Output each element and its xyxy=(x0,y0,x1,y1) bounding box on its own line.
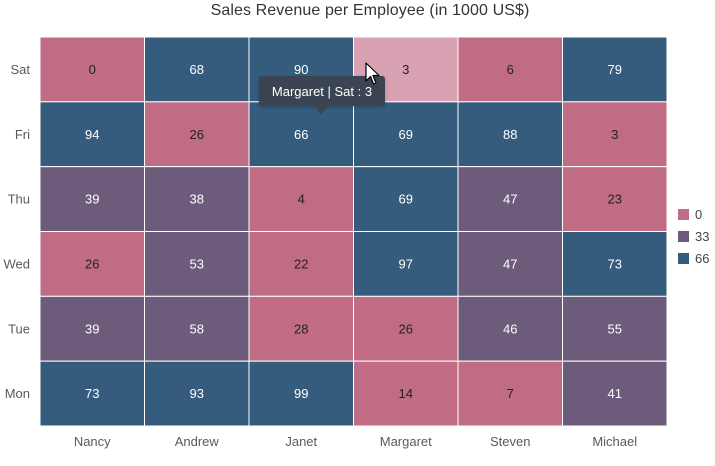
y-tick-label-fri: Fri xyxy=(15,127,30,142)
cell-value-label: 69 xyxy=(399,192,413,207)
legend-item-0[interactable]: 0 xyxy=(678,203,709,225)
heatmap-cell-mon-andrew[interactable] xyxy=(144,360,250,427)
legend-label-1: 33 xyxy=(695,228,710,244)
cell-value-label: 99 xyxy=(294,386,308,401)
cell-value-label: 39 xyxy=(85,192,99,207)
cell-value-label: 97 xyxy=(399,256,413,271)
cell-value-label: 55 xyxy=(608,321,622,336)
cell-value-label: 26 xyxy=(85,256,99,271)
cell-value-label: 26 xyxy=(399,321,413,336)
heatmap-cell-mon-steven[interactable] xyxy=(457,360,563,427)
x-tick-label-nancy: Nancy xyxy=(74,434,111,449)
heatmap-cell-mon-nancy[interactable] xyxy=(39,360,145,427)
tooltip: Margaret | Sat : 3 xyxy=(259,76,385,106)
heatmap-cell-wed-michael[interactable] xyxy=(562,231,668,297)
cell-value-label: 69 xyxy=(399,127,413,142)
heatmap-cell-fri-andrew[interactable] xyxy=(144,101,250,168)
heatmap-cell-fri-janet[interactable] xyxy=(248,101,354,168)
x-tick-label-janet: Janet xyxy=(285,434,317,449)
heatmap-cell-wed-nancy[interactable] xyxy=(39,231,145,297)
heatmap-cell-thu-janet[interactable] xyxy=(248,166,354,233)
legend-swatch-0 xyxy=(678,208,689,220)
heatmap-cell-sat-steven[interactable] xyxy=(457,36,563,103)
cell-value-label: 46 xyxy=(503,321,517,336)
cell-value-label: 38 xyxy=(190,192,204,207)
legend-item-1[interactable]: 33 xyxy=(678,225,709,247)
cell-value-label: 47 xyxy=(503,256,517,271)
tooltip-text: Margaret | Sat : 3 xyxy=(271,83,373,99)
chart-title: Sales Revenue per Employee (in 1000 US$) xyxy=(210,2,530,19)
cell-value-label: 14 xyxy=(399,386,413,401)
cell-value-label: 28 xyxy=(294,321,308,336)
cell-value-label: 53 xyxy=(190,256,204,271)
heatmap-cell-sat-michael[interactable] xyxy=(562,36,668,103)
heatmap-cell-thu-michael[interactable] xyxy=(562,166,668,233)
heatmap-cell-wed-margaret[interactable] xyxy=(353,231,459,297)
y-tick-label-sat: Sat xyxy=(10,62,30,77)
cell-value-label: 23 xyxy=(608,192,622,207)
tooltip-arrow xyxy=(314,106,328,115)
cell-value-label: 93 xyxy=(190,386,204,401)
heatmap-cell-tue-steven[interactable] xyxy=(457,295,563,362)
cell-value-label: 41 xyxy=(608,386,622,401)
cell-value-label: 3 xyxy=(611,127,618,142)
cell-value-label: 26 xyxy=(190,127,204,142)
mouse-pointer-icon xyxy=(365,62,380,85)
x-tick-label-michael: Michael xyxy=(592,434,637,449)
cell-value-label: 0 xyxy=(89,62,96,77)
x-tick-label-andrew: Andrew xyxy=(175,434,220,449)
cell-value-label: 94 xyxy=(85,127,99,142)
cell-value-label: 66 xyxy=(294,127,308,142)
cell-value-label: 73 xyxy=(85,386,99,401)
cell-value-label: 79 xyxy=(608,62,622,77)
cell-value-label: 88 xyxy=(503,127,517,142)
cell-value-label: 7 xyxy=(507,386,514,401)
heatmap-cell-fri-nancy[interactable] xyxy=(39,101,145,168)
cell-value-label: 39 xyxy=(85,321,99,336)
heatmap-cell-fri-michael[interactable] xyxy=(562,101,668,168)
x-tick-label-steven: Steven xyxy=(490,434,530,449)
cell-value-label: 4 xyxy=(298,192,305,207)
heatmap-cell-thu-andrew[interactable] xyxy=(144,166,250,233)
cell-value-label: 6 xyxy=(507,62,514,77)
heatmap-cell-fri-steven[interactable] xyxy=(457,101,563,168)
legend-label-0: 0 xyxy=(695,206,703,222)
legend-swatch-2 xyxy=(678,252,689,264)
y-tick-label-thu: Thu xyxy=(8,192,30,207)
y-tick-label-wed: Wed xyxy=(4,256,31,271)
heatmap-cell-tue-margaret[interactable] xyxy=(353,295,459,362)
legend: 0 33 66 xyxy=(678,203,709,269)
cell-value-label: 90 xyxy=(294,62,308,77)
y-tick-label-tue: Tue xyxy=(8,321,30,336)
heatmap-cell-mon-janet[interactable] xyxy=(248,360,354,427)
legend-label-2: 66 xyxy=(695,250,710,266)
y-tick-label-mon: Mon xyxy=(5,386,30,401)
cell-value-label: 68 xyxy=(190,62,204,77)
heatmap-cell-tue-janet[interactable] xyxy=(248,295,354,362)
x-tick-label-margaret: Margaret xyxy=(380,434,432,449)
legend-swatch-1 xyxy=(678,230,689,242)
cell-value-label: 73 xyxy=(608,256,622,271)
heatmap-cell-thu-nancy[interactable] xyxy=(39,166,145,233)
heatmap-cell-mon-michael[interactable] xyxy=(562,360,668,427)
cell-value-label: 3 xyxy=(402,62,409,77)
legend-item-2[interactable]: 66 xyxy=(678,247,709,269)
cell-value-label: 22 xyxy=(294,256,308,271)
cell-value-label: 58 xyxy=(190,321,204,336)
cell-value-label: 47 xyxy=(503,192,517,207)
heatmap-cell-mon-margaret[interactable] xyxy=(353,360,459,427)
heatmap-cell-tue-nancy[interactable] xyxy=(39,295,145,362)
